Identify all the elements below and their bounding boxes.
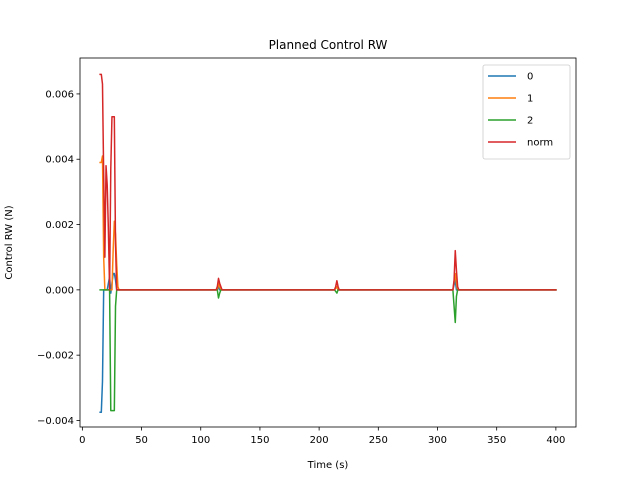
x-axis: 0 50 100 150 200 250 300 350 400 <box>79 427 565 446</box>
y-axis-label: Control RW (N) <box>4 205 15 279</box>
x-axis-label: Time (s) <box>307 460 349 471</box>
y-tick-label: 0.000 <box>45 285 74 296</box>
x-tick-label: 350 <box>487 435 506 446</box>
legend: 0 1 2 norm <box>482 64 571 160</box>
y-tick-label: −0.004 <box>37 416 74 427</box>
x-tick-label: 250 <box>369 435 388 446</box>
x-tick-label: 100 <box>191 435 210 446</box>
y-tick-label: 0.004 <box>45 155 74 166</box>
plot-frame <box>79 57 577 428</box>
x-tick-label: 300 <box>428 435 447 446</box>
legend-label-norm: norm <box>527 138 553 149</box>
y-tick-label: −0.002 <box>37 351 74 362</box>
legend-label-0: 0 <box>527 72 533 83</box>
series-line-norm <box>99 73 557 291</box>
x-tick-label: 200 <box>310 435 329 446</box>
x-tick-label: 400 <box>546 435 565 446</box>
x-tick-label: 0 <box>79 435 85 446</box>
legend-label-1: 1 <box>527 94 533 105</box>
chart-title: Planned Control RW <box>269 38 388 52</box>
x-tick-label: 150 <box>250 435 269 446</box>
y-axis: −0.004 −0.002 0.000 0.002 0.004 0.006 <box>37 89 80 427</box>
y-tick-label: 0.002 <box>45 220 74 231</box>
legend-label-2: 2 <box>527 116 533 127</box>
x-tick-label: 50 <box>135 435 148 446</box>
y-tick-label: 0.006 <box>45 89 74 100</box>
legend-box <box>482 64 571 160</box>
